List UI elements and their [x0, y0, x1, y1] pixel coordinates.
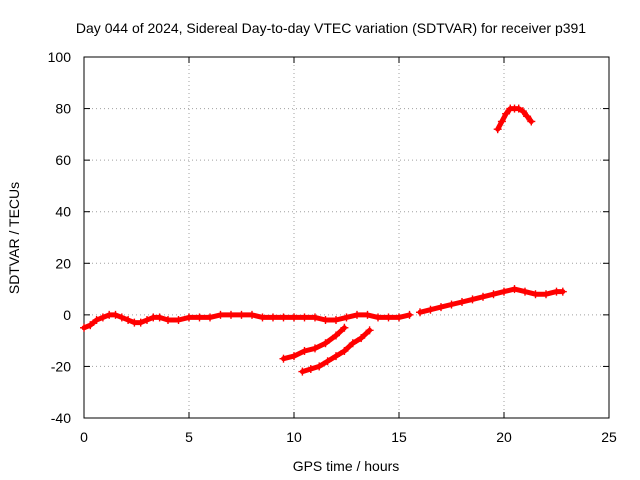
- series-main-track: [80, 310, 414, 332]
- data-point: [311, 344, 319, 353]
- data-point: [479, 292, 487, 301]
- series-afternoon-rise: [416, 285, 567, 317]
- data-point: [365, 326, 374, 335]
- data-point: [527, 117, 536, 126]
- data-point: [426, 305, 435, 314]
- data-point: [321, 316, 330, 325]
- data-point: [395, 313, 403, 322]
- data-point: [300, 346, 309, 355]
- data-point: [332, 316, 340, 325]
- data-point: [531, 290, 540, 299]
- data-point: [86, 321, 95, 330]
- y-tick-label: 20: [55, 255, 71, 271]
- data-point: [315, 362, 324, 371]
- data-point: [323, 357, 332, 366]
- data-point: [542, 290, 550, 299]
- data-point: [290, 352, 298, 361]
- data-point: [237, 310, 246, 319]
- data-point: [124, 316, 133, 325]
- x-tick-label: 15: [391, 429, 407, 445]
- x-tick-label: 25: [601, 429, 617, 445]
- plot-frame: [83, 56, 610, 419]
- y-tick-label: 60: [55, 152, 71, 168]
- data-point: [306, 365, 315, 374]
- data-point: [298, 367, 307, 376]
- data-point: [174, 316, 183, 325]
- data-point: [500, 287, 508, 296]
- y-tick-label: 0: [63, 307, 71, 323]
- data-point: [311, 313, 319, 322]
- data-point: [447, 300, 456, 309]
- data-point: [248, 310, 256, 319]
- data-point: [558, 287, 567, 296]
- data-point: [518, 107, 527, 116]
- data-point: [290, 313, 298, 322]
- data-point: [155, 313, 164, 322]
- data-point: [117, 313, 126, 322]
- data-point: [206, 313, 214, 322]
- data-point: [374, 313, 382, 322]
- data-series: [80, 104, 567, 376]
- data-point: [300, 313, 309, 322]
- data-point: [357, 334, 366, 343]
- data-point: [437, 303, 445, 312]
- data-point: [143, 316, 151, 325]
- data-point: [468, 295, 477, 304]
- data-point: [514, 104, 523, 113]
- series-lower-arc-2: [298, 326, 374, 376]
- data-point: [340, 323, 349, 332]
- data-point: [216, 310, 225, 319]
- y-tick-label: -20: [51, 358, 71, 374]
- x-tick-label: 0: [80, 429, 88, 445]
- data-point: [258, 313, 267, 322]
- data-point: [321, 339, 330, 348]
- data-point: [279, 354, 288, 363]
- data-point: [92, 316, 101, 325]
- data-point: [523, 112, 532, 121]
- data-point: [489, 290, 498, 299]
- data-point: [340, 346, 349, 355]
- x-tick-label: 10: [286, 429, 302, 445]
- grid: [84, 57, 609, 418]
- data-point: [279, 313, 288, 322]
- x-tick-label: 5: [185, 429, 193, 445]
- data-point: [384, 313, 393, 322]
- data-point: [521, 287, 529, 296]
- data-point: [332, 331, 340, 340]
- y-tick-label: 40: [55, 204, 71, 220]
- data-point: [98, 313, 107, 322]
- data-point: [195, 313, 204, 322]
- data-point: [502, 109, 511, 118]
- y-tick-label: 100: [48, 49, 72, 65]
- data-point: [332, 352, 340, 361]
- data-point: [80, 323, 88, 332]
- data-point: [458, 297, 466, 306]
- series-lower-arc-1: [279, 323, 349, 363]
- data-point: [510, 285, 519, 294]
- y-tick-label: -40: [51, 410, 71, 426]
- data-point: [497, 117, 506, 126]
- series-line: [81, 312, 412, 331]
- data-point: [416, 308, 424, 317]
- data-point: [136, 318, 145, 327]
- data-point: [363, 310, 372, 319]
- y-tick-label: 80: [55, 101, 71, 117]
- data-point: [111, 310, 120, 319]
- data-point: [493, 125, 502, 134]
- data-point: [269, 313, 277, 322]
- data-point: [348, 339, 357, 348]
- data-point: [342, 313, 351, 322]
- axis-ticks: 0 5 10 15 20 25 -40 -20 0 20 40 60 80 100: [48, 49, 617, 445]
- x-axis-title: GPS time / hours: [293, 458, 400, 474]
- x-tick-label: 20: [496, 429, 512, 445]
- data-point: [185, 313, 193, 322]
- chart-title: Day 044 of 2024, Sidereal Day-to-day VTE…: [76, 20, 586, 36]
- data-point: [353, 310, 361, 319]
- data-point: [164, 316, 172, 325]
- series-upper-arc: [493, 104, 536, 134]
- data-point: [405, 310, 414, 319]
- data-point: [227, 310, 235, 319]
- y-axis-title: SDTVAR / TECUs: [6, 182, 22, 294]
